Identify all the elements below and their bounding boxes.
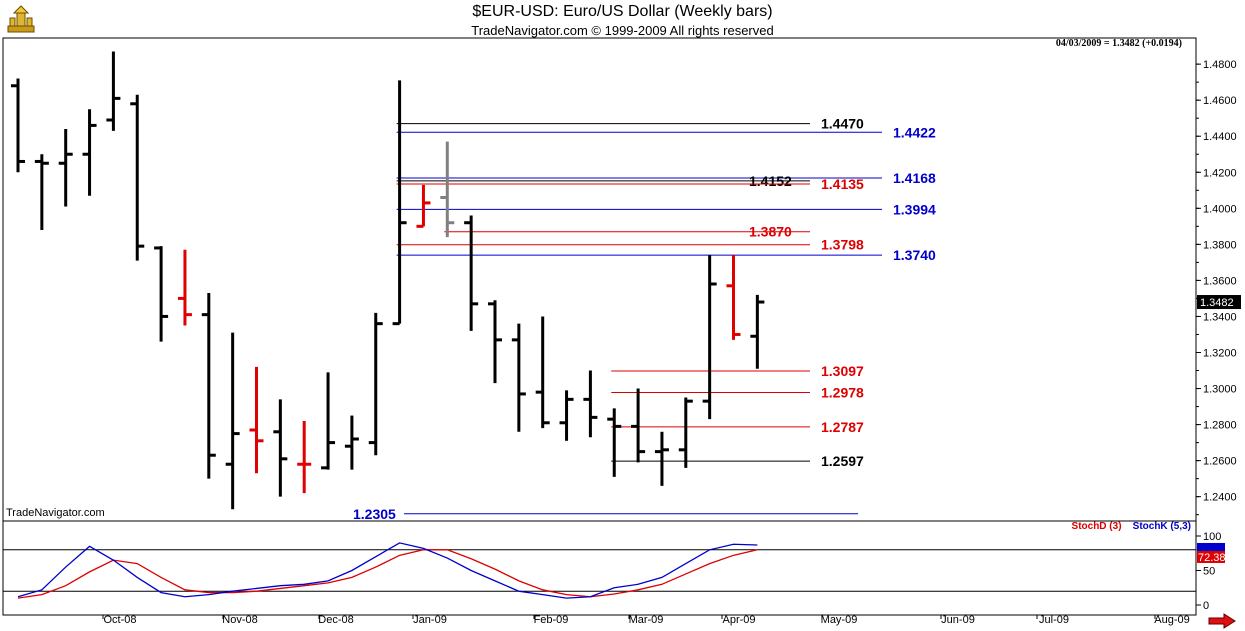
level-label: 1.4422 [893, 124, 936, 140]
level-label: 1.3994 [893, 201, 936, 217]
level-label: 1.3870 [749, 224, 792, 240]
ohlc-bar [654, 431, 669, 486]
ohlc-bar [583, 370, 598, 438]
stoch-k-label: StochK (5,3) [1132, 521, 1191, 532]
y-tick-label: 1.4200 [1203, 167, 1237, 179]
stoch-d-label: StochD (3) [1071, 521, 1122, 532]
ohlc-bar [392, 80, 407, 326]
scroll-right-arrow-icon[interactable] [1208, 613, 1236, 629]
ohlc-bar [702, 255, 717, 420]
stoch-y-tick-label: 50 [1203, 566, 1215, 578]
x-tick-label: Feb-09 [534, 614, 569, 626]
ohlc-bar [321, 372, 336, 470]
y-tick-label: 1.2600 [1203, 456, 1237, 468]
y-tick-label: 1.3800 [1203, 239, 1237, 251]
ohlc-bar [201, 293, 216, 479]
y-tick-label: 1.4800 [1203, 59, 1237, 71]
y-tick-label: 1.4000 [1203, 203, 1237, 215]
stoch-d-box [1197, 550, 1225, 563]
ohlc-bar [297, 420, 312, 494]
y-tick-label: 1.3400 [1203, 311, 1237, 323]
ohlc-bar [177, 249, 192, 326]
ohlc-bar [249, 366, 264, 474]
level-label: 1.3740 [893, 247, 936, 263]
x-tick-label: May-09 [821, 614, 858, 626]
ohlc-bar [440, 141, 455, 238]
level-label: 1.2978 [821, 385, 864, 401]
y-tick-label: 1.4400 [1203, 131, 1237, 143]
level-label: 1.3798 [821, 237, 864, 253]
y-tick-label: 1.4600 [1203, 95, 1237, 107]
ohlc-bar [106, 51, 121, 131]
x-tick-label: Jul-09 [1039, 614, 1069, 626]
y-tick-label: 1.3200 [1203, 347, 1237, 359]
ohlc-bar [130, 94, 145, 261]
y-tick-label: 1.2400 [1203, 492, 1237, 504]
level-label: 1.4470 [821, 116, 864, 132]
x-tick-label: Jun-09 [941, 614, 975, 626]
x-tick-label: Aug-09 [1154, 614, 1189, 626]
stoch-legend: StochD (3) StochK (5,3) [1072, 521, 1191, 532]
level-label: 1.2305 [353, 506, 396, 522]
x-tick-label: Apr-09 [722, 614, 755, 626]
logo-icon [7, 5, 35, 33]
level-label: 1.4152 [749, 173, 792, 189]
ohlc-bar [631, 388, 646, 463]
stoch-y-tick-label: 100 [1203, 531, 1221, 543]
level-label: 1.2787 [821, 419, 864, 435]
x-tick-label: Mar-09 [629, 614, 664, 626]
x-tick-label: Jan-09 [413, 614, 447, 626]
y-tick-label: 1.2800 [1203, 420, 1237, 432]
ohlc-bar [34, 154, 49, 230]
level-label: 1.3097 [821, 363, 864, 379]
ohlc-bar [464, 215, 479, 331]
stoch-d-line [17, 549, 758, 599]
ohlc-bar [511, 323, 526, 432]
ohlc-bar [11, 78, 25, 173]
ohlc-bar [678, 397, 693, 468]
ohlc-bar [225, 332, 240, 510]
price-panel [2, 37, 1197, 522]
ohlc-bar [607, 408, 622, 477]
ohlc-bar [416, 184, 431, 228]
ohlc-bar [82, 109, 97, 196]
level-label: 1.2597 [821, 453, 864, 469]
stoch-last-label: 72.38 [1198, 552, 1226, 564]
x-tick-label: Oct-08 [103, 614, 136, 626]
x-tick-label: Dec-08 [318, 614, 353, 626]
ohlc-bar [535, 316, 550, 429]
chart-title: $EUR-USD: Euro/US Dollar (Weekly bars) [472, 3, 773, 20]
last-price-label: 1.3482 [1200, 297, 1234, 309]
y-tick-label: 1.3600 [1203, 275, 1237, 287]
ohlc-bar [559, 390, 574, 441]
stoch-k-line [17, 542, 758, 599]
level-label: 1.4168 [893, 170, 936, 186]
ohlc-bar [273, 399, 288, 497]
ohlc-bar [488, 300, 502, 384]
last-price-box [1197, 295, 1241, 310]
ohlc-bar [344, 415, 359, 470]
ohlc-bar [750, 294, 765, 369]
last-quote: 04/03/2009 = 1.3482 (+0.0194) [1055, 38, 1182, 49]
stoch-k-box [1197, 542, 1225, 553]
level-label: 1.4135 [821, 176, 864, 192]
stoch-panel [2, 520, 1197, 616]
ohlc-bar [726, 255, 741, 340]
stoch-y-tick-label: 0 [1203, 600, 1209, 612]
watermark: TradeNavigator.com [6, 507, 105, 519]
ohlc-bar [368, 312, 383, 456]
x-tick-label: Nov-08 [222, 614, 257, 626]
y-tick-label: 1.3000 [1203, 384, 1237, 396]
ohlc-bar [154, 246, 169, 342]
chart-subtitle: TradeNavigator.com © 1999-2009 All right… [471, 23, 774, 38]
ohlc-bar [58, 129, 73, 207]
